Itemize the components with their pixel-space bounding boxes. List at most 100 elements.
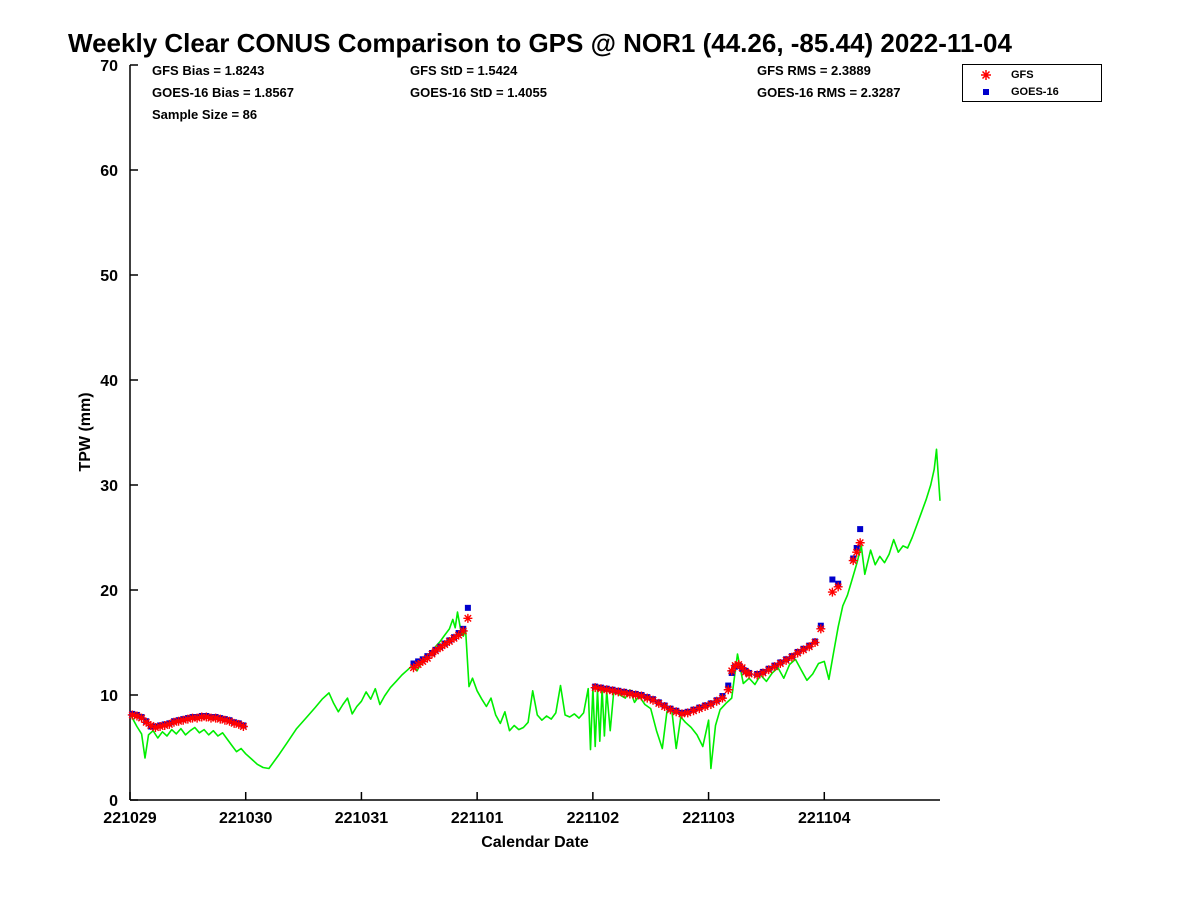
gfs-marker xyxy=(127,710,137,720)
stat-sample-size: Sample Size = 86 xyxy=(152,107,258,122)
gfs-marker xyxy=(444,636,454,646)
gfs-marker xyxy=(164,719,174,729)
gfs-marker xyxy=(723,685,733,695)
x-tick-label: 221031 xyxy=(335,810,388,827)
gfs-marker xyxy=(132,711,142,721)
chart-title: Weekly Clear CONUS Comparison to GPS @ N… xyxy=(68,28,1012,58)
gfs-marker xyxy=(781,655,791,665)
gfs-marker xyxy=(706,699,716,709)
gfs-marker xyxy=(798,645,808,655)
gfs-marker xyxy=(642,693,652,703)
gfs-marker xyxy=(764,665,774,675)
gfs-marker xyxy=(741,667,751,677)
y-tick-label: 0 xyxy=(109,793,118,810)
gfs-marker xyxy=(234,719,244,729)
gfs-marker xyxy=(409,663,418,673)
gfs-marker xyxy=(418,656,428,666)
stat-goes16-bias: GOES-16 Bias = 1.8567 xyxy=(152,85,295,100)
gfs-marker xyxy=(855,538,865,548)
gfs-marker xyxy=(435,643,445,653)
stat-gfs-bias: GFS Bias = 1.8243 xyxy=(152,63,265,78)
gfs-marker xyxy=(590,683,600,693)
legend-item-goes16: GOES-16 xyxy=(963,84,1101,100)
goes16-marker xyxy=(829,576,836,583)
gfs-marker xyxy=(793,648,803,658)
gfs-marker xyxy=(463,613,473,623)
stat-gfs-rms: GFS RMS = 2.3889 xyxy=(757,63,871,78)
legend-label-gfs: GFS xyxy=(1011,68,1034,81)
gfs-marker xyxy=(220,715,230,725)
gfs-marker xyxy=(689,706,699,716)
stat-goes16-std: GOES-16 StD = 1.4055 xyxy=(410,85,547,100)
y-tick-label: 40 xyxy=(100,373,118,390)
gfs-marker xyxy=(744,669,754,679)
gfs-marker xyxy=(454,630,464,640)
goes16-marker xyxy=(464,604,471,611)
gfs-marker xyxy=(596,684,606,694)
gfs-marker xyxy=(150,723,160,733)
y-tick-label: 60 xyxy=(100,163,118,180)
gfs-marker xyxy=(206,713,216,723)
gfs-marker xyxy=(712,696,722,706)
goes16-square-icon xyxy=(983,88,989,95)
gfs-marker xyxy=(613,687,623,697)
gfs-marker xyxy=(694,704,704,714)
gfs-marker xyxy=(648,695,658,705)
gfs-marker xyxy=(458,626,468,636)
legend: GFS GOES-16 xyxy=(962,64,1102,102)
gfs-marker xyxy=(848,556,858,566)
gfs-marker xyxy=(625,689,635,699)
legend-item-gfs: GFS xyxy=(963,67,1101,83)
gfs-marker xyxy=(734,660,744,670)
gfs-marker xyxy=(225,716,235,726)
gfs-marker xyxy=(155,722,165,731)
gfs-marker xyxy=(619,688,629,698)
gfs-marker xyxy=(758,668,768,678)
gfs-marker xyxy=(238,722,248,731)
gfs-marker xyxy=(146,720,156,730)
gfs-marker xyxy=(197,712,207,722)
gfs-marker xyxy=(141,717,151,727)
x-tick-label: 221103 xyxy=(682,810,735,827)
gps-line xyxy=(129,448,941,770)
stat-goes16-rms: GOES-16 RMS = 2.3287 xyxy=(757,85,901,100)
gfs-marker xyxy=(804,642,814,652)
gfs-marker xyxy=(602,685,612,695)
gfs-marker xyxy=(737,663,747,673)
x-tick-label: 221030 xyxy=(219,810,272,827)
gfs-marker xyxy=(827,587,837,597)
gfs-marker xyxy=(192,713,202,723)
y-tick-label: 10 xyxy=(100,688,118,705)
gfs-marker xyxy=(169,717,179,727)
legend-label-goes16: GOES-16 xyxy=(1011,85,1059,98)
gfs-marker xyxy=(229,718,239,728)
gfs-marker xyxy=(810,638,820,647)
x-tick-label: 221101 xyxy=(451,810,504,827)
gfs-marker xyxy=(608,686,618,696)
y-tick-label: 30 xyxy=(100,478,118,495)
gfs-marker xyxy=(427,649,437,659)
gfs-marker xyxy=(717,693,727,703)
y-tick-label: 50 xyxy=(100,268,118,285)
goes16-marker xyxy=(857,526,864,533)
gfs-marker xyxy=(730,661,740,671)
gfs-marker xyxy=(636,691,646,701)
gfs-marker xyxy=(752,670,762,680)
gfs-marker xyxy=(852,547,862,557)
gfs-marker xyxy=(137,713,147,723)
stats-column-bias: GFS Bias = 1.8243 GOES-16 Bias = 1.8567 … xyxy=(152,60,294,126)
gfs-marker xyxy=(211,713,221,723)
gfs-asterisk-icon xyxy=(981,69,991,80)
gfs-marker xyxy=(775,659,785,668)
x-tick-label: 221029 xyxy=(103,810,156,827)
gfs-marker xyxy=(787,652,797,662)
gfs-marker xyxy=(422,653,432,663)
gfs-marker xyxy=(700,702,710,712)
gfs-marker xyxy=(413,660,423,670)
gfs-marker xyxy=(430,646,440,656)
gfs-marker xyxy=(183,714,193,724)
gfs-marker xyxy=(660,702,670,712)
gfs-marker xyxy=(215,714,225,724)
